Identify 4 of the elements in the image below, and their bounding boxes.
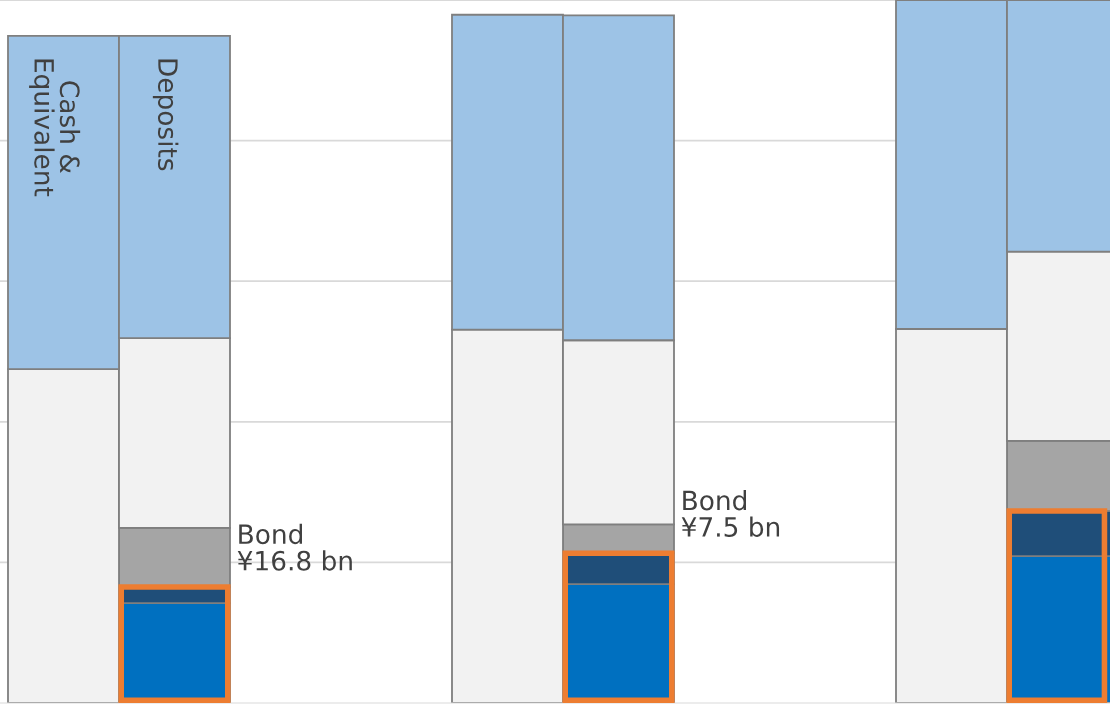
annotation: Bond ¥16.8 bn	[237, 523, 352, 571]
x-tick-label: Cash & Equivalent	[29, 59, 81, 197]
x-tick-label: Deposits	[152, 59, 179, 171]
annotation: Bond ¥7.5 bn	[681, 489, 780, 537]
